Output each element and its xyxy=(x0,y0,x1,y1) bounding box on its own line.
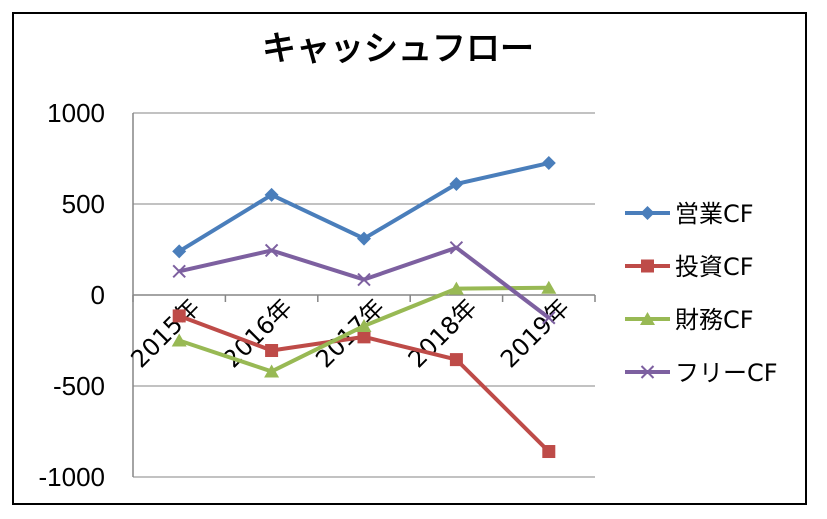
data-point xyxy=(172,309,186,323)
data-point xyxy=(171,333,187,347)
data-point xyxy=(357,272,371,287)
y-tick-label: 0 xyxy=(91,280,105,310)
data-point xyxy=(264,364,280,378)
legend-label: 投資CF xyxy=(675,253,754,281)
data-point xyxy=(264,243,279,258)
legend-item: フリーCF xyxy=(625,359,778,387)
y-tick-label: -1000 xyxy=(39,462,106,492)
data-point xyxy=(541,280,557,294)
x-tick-label: 2015年 xyxy=(125,293,205,373)
data-point xyxy=(541,156,556,171)
y-tick-label: 500 xyxy=(62,189,105,219)
chart-frame xyxy=(12,12,807,505)
data-point xyxy=(448,281,464,295)
data-point xyxy=(172,244,187,259)
y-tick-label: 1000 xyxy=(47,98,105,128)
legend-label: フリーCF xyxy=(675,359,778,387)
legend: 営業CF 投資CF 財務CF フリーCF xyxy=(625,200,778,387)
data-point xyxy=(357,330,371,344)
series-2 xyxy=(172,309,556,459)
data-point xyxy=(449,176,464,191)
legend-marker xyxy=(641,259,654,273)
data-point xyxy=(356,318,372,332)
data-point xyxy=(542,311,556,325)
legend-marker xyxy=(640,365,655,379)
data-point xyxy=(264,187,279,202)
legend-item: 投資CF xyxy=(625,253,754,281)
data-point xyxy=(449,353,463,367)
series-4 xyxy=(172,240,556,325)
data-point xyxy=(542,445,556,459)
legend-label: 営業CF xyxy=(675,200,754,228)
data-point xyxy=(449,240,464,255)
legend-label: 財務CF xyxy=(675,306,754,334)
data-point xyxy=(265,344,279,358)
legend-item: 財務CF xyxy=(625,306,754,334)
y-tick-label: -500 xyxy=(53,371,105,401)
series-3 xyxy=(171,280,557,378)
chart-title: キャッシュフロー xyxy=(262,29,534,69)
legend-item: 営業CF xyxy=(625,200,754,228)
series-lines xyxy=(171,156,557,459)
data-point xyxy=(172,264,186,279)
data-point xyxy=(357,231,371,246)
legend-marker xyxy=(640,206,655,220)
series-1 xyxy=(172,156,556,259)
legend-marker xyxy=(640,312,655,325)
